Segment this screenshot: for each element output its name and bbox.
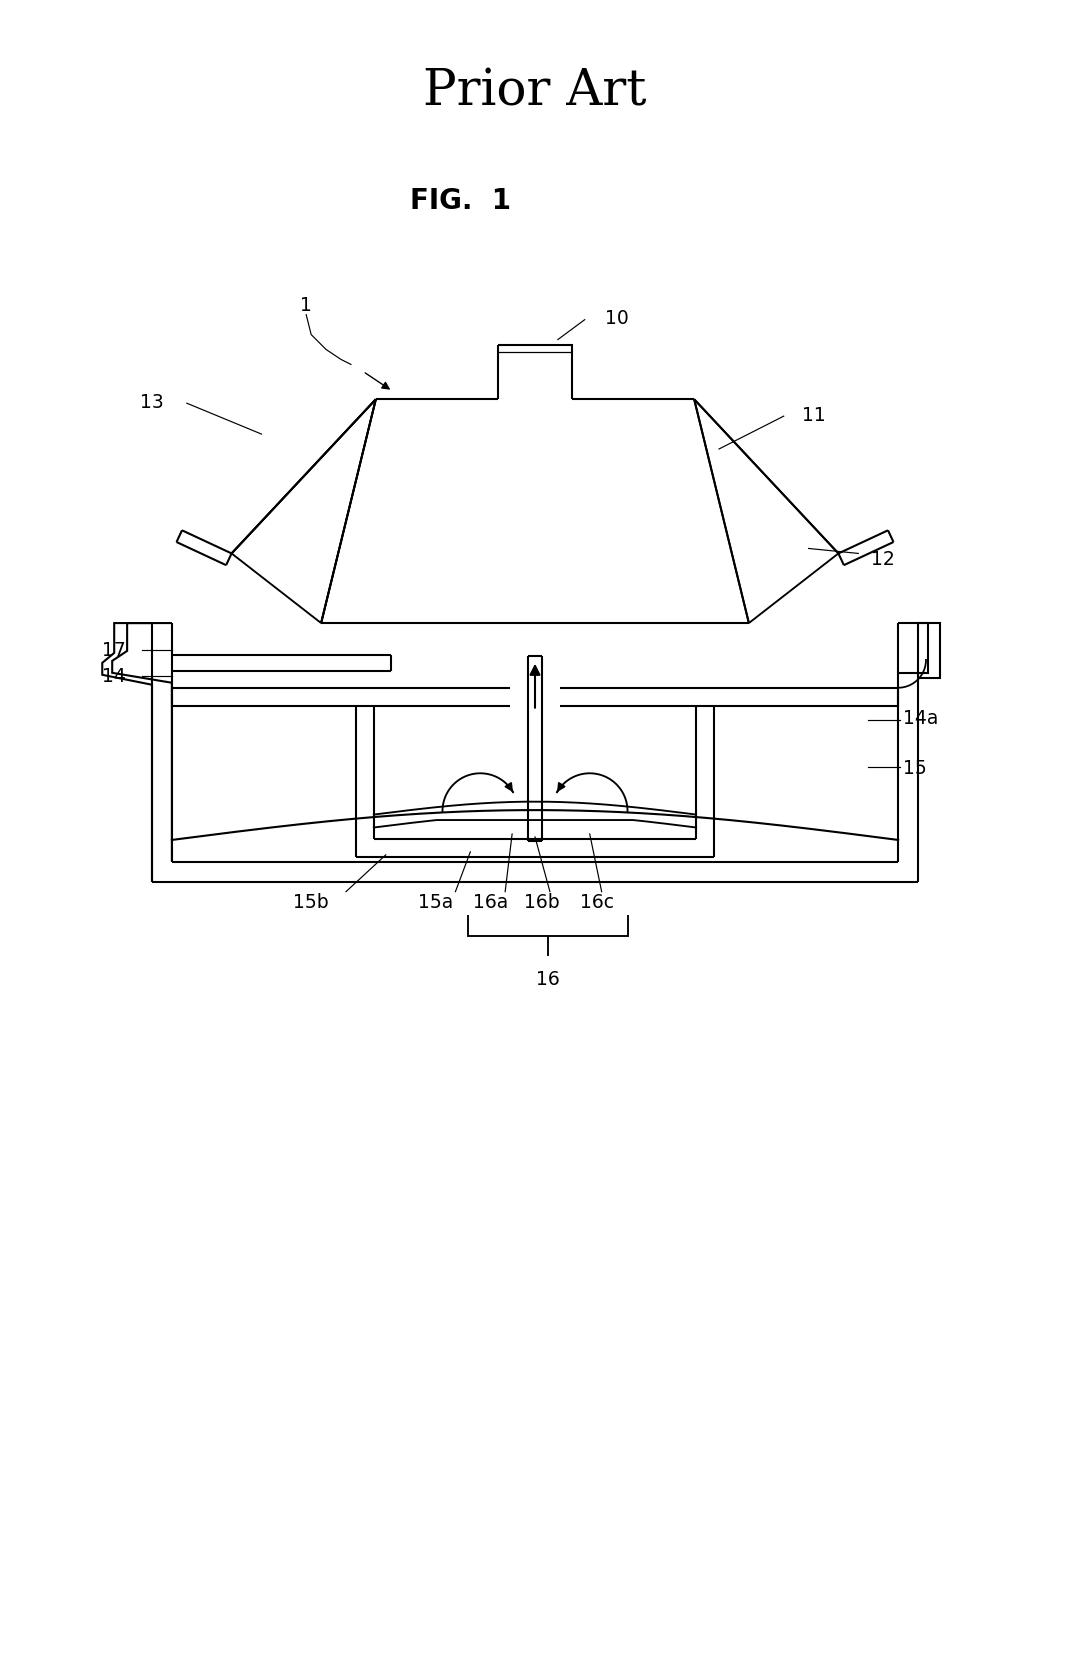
Text: 16c: 16c xyxy=(579,893,614,911)
Text: 14: 14 xyxy=(102,666,126,686)
Text: 11: 11 xyxy=(802,406,826,424)
Text: 10: 10 xyxy=(605,308,629,328)
Text: 13: 13 xyxy=(140,393,164,411)
Text: FIG.  1: FIG. 1 xyxy=(410,187,511,215)
Text: 17: 17 xyxy=(102,641,126,659)
Text: 15b: 15b xyxy=(293,893,329,911)
Text: Prior Art: Prior Art xyxy=(423,66,647,116)
Text: 15: 15 xyxy=(903,759,926,777)
Text: 16a: 16a xyxy=(472,893,508,911)
Text: 14a: 14a xyxy=(903,709,938,727)
Text: 12: 12 xyxy=(872,550,895,568)
Text: 16b: 16b xyxy=(524,893,560,911)
Text: 16: 16 xyxy=(537,969,560,988)
Text: 15a: 15a xyxy=(418,893,453,911)
Text: 1: 1 xyxy=(300,297,312,315)
